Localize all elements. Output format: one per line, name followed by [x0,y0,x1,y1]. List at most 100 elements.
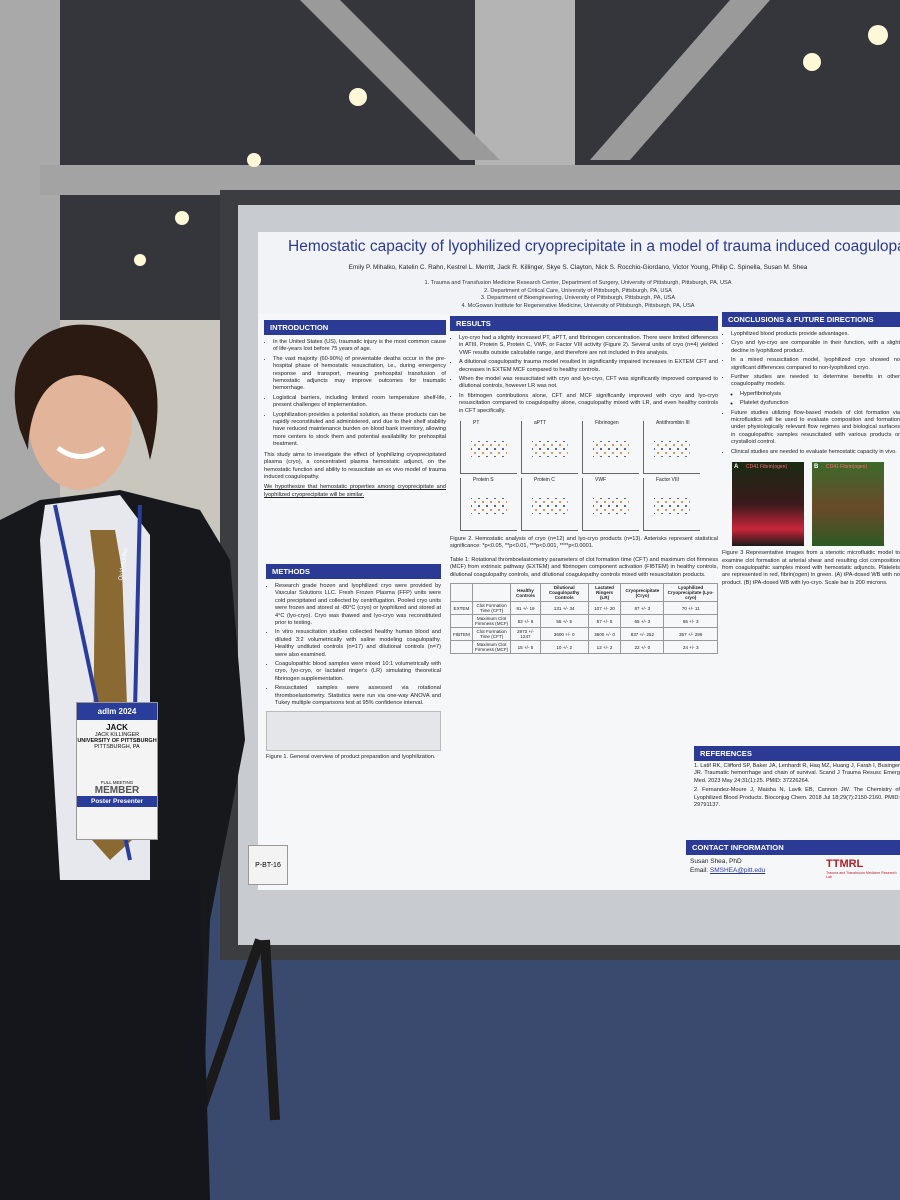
title-band [258,232,900,314]
figure-3: A CD41 Fibrin(ogen) B CD41 Fibrin(ogen) [732,462,900,547]
person [0,324,245,1200]
sub-bullet: Hyperfibrinolysis [740,391,900,398]
plot-panel: aPTT [521,420,578,475]
bullet: Resuscitated samples were assessed via r… [275,685,441,707]
bullet: Further studies are needed to determine … [731,374,900,389]
steel-column [475,0,575,170]
ceiling-light [349,88,367,106]
plot-panel: PT [460,420,517,475]
bullet: When the model was resuscitated with cry… [459,376,718,391]
reference: 2. Fernandez-Moure J, Maisha N, Lavik EB… [694,787,900,809]
badge-meeting: FULL MEETING [100,780,134,785]
contact-email: Email: SMSHEA@pitt.edu [690,867,900,874]
section-heading: RESULTS [450,316,718,331]
panel-title: aPTT [534,420,547,427]
bullet: In the United States (US), traumatic inj… [273,339,446,354]
table-row: Maximum Clot Firmness (MCF) 63 +/- 6 55 +/… [450,614,718,629]
table-cell: 837 +/- 252 [620,627,665,642]
table-row: FIBTEM Clot Formation Time (CFT) 2973 +/- … [450,627,718,642]
table-row: Maximum Clot Firmness (MCF) 15 +/- 5 10 +/… [450,640,718,655]
plot-points [593,441,629,458]
figure-2: PT aPTT Fibrinogen Antithrombin III Protein … [458,419,708,533]
table-header: Healthy Controls Dilutional Coagulopathy … [450,583,718,603]
plot-panel: Factor VIII [643,477,700,532]
table-cell: 107 +/- 20 [587,601,622,616]
bullet-list: Lyophilized blood products provide advan… [722,331,900,456]
bullet-list: Lyo-cryo had a slightly increased PT, aP… [450,335,718,415]
poster: Hemostatic capacity of lyophilized cryop… [258,232,900,890]
bullet: Coagulopathic blood samples were mixed 1… [275,661,441,683]
header-cell: Healthy Controls [510,583,541,603]
section-heading: CONCLUSIONS & FUTURE DIRECTIONS [722,312,900,327]
image-label: B [814,464,819,471]
micrograph: A CD41 Fibrin(ogen) [732,462,804,547]
ceiling-light [803,53,821,71]
table-cell: 91 +/- 19 [510,601,541,616]
panel-title: Antithrombin III [656,420,690,427]
table-cell: 57 +/- 5 [587,614,622,629]
panel-title: Protein S [473,477,494,484]
figure-caption: Figure 1. General overview of product pr… [266,753,436,760]
ceiling-light [247,153,261,167]
table-cell: 87 +/- 3 [620,601,665,616]
badge-role: Poster Presenter [77,796,157,807]
table-caption: Table 1: Rotational thromboelastometry p… [450,556,718,578]
badge-event: adlm 2024 [77,703,157,720]
table-cell: 24 +/- 3 [663,640,718,655]
plot-panel: Antithrombin III [643,420,700,475]
authors: Emily P. Mihalko, Katelin C. Rahn, Kestr… [348,264,808,271]
table-cell: 15 +/- 5 [510,640,541,655]
trousers [0,880,210,1200]
plot-points [471,441,507,458]
plot-points [654,441,690,458]
plot-panel: Fibrinogen [582,420,639,475]
bullet: In a mixed resuscitation model, lyophili… [731,357,900,372]
header-cell: Lyophilized Cryoprecipitate (Lyo-cryo) [663,583,718,603]
plot-panel: Protein C [521,477,578,532]
contact: CONTACT INFORMATION Susan Shea, PhD Emai… [686,840,900,890]
header-cell: Cryoprecipitate (Cryo) [620,583,665,603]
section-heading: CONTACT INFORMATION [686,840,900,855]
panel-title: PT [473,420,480,427]
figure-caption: Figure 3 Representative images from a st… [722,550,900,586]
badge-member: MEMBER [94,785,140,796]
smile [56,445,106,459]
table-cell [450,640,473,655]
section-heading: METHODS [266,564,441,579]
bullet-list: Research grade frozen and lyophilized cr… [266,583,441,708]
bullet: Future studies utilizing flow-based mode… [731,410,900,447]
bullet: A dilutional coagulopathy trauma model r… [459,359,718,374]
bullet: Logistical barriers, including limited r… [273,395,446,410]
truss-left [300,0,500,160]
table-cell: 63 +/- 6 [510,614,541,629]
conclusions: CONCLUSIONS & FUTURE DIRECTIONS Lyophili… [722,312,900,742]
figure-1 [266,710,441,751]
affiliation: 3. Department of Bioengineering, Univers… [480,295,676,301]
aim: This study aims to investigate the effec… [264,451,446,480]
references: REFERENCES 1. Latif RK, Clifford SP, Bak… [694,746,900,838]
header-cell: Dilutional Coagulopathy Controls [539,583,589,603]
table-cell: 22 +/- 0 [620,640,665,655]
table-cell: 131 +/- 34 [539,601,589,616]
badge-city: PITTSBURGH, PA [94,744,140,750]
section-heading: REFERENCES [694,746,900,761]
stain-label: CD41 Fibrin(ogen) [746,464,788,471]
badge-full-name: JACK KILLINGER [94,732,140,738]
table-cell: 3600 +/- 0 [539,627,589,642]
sub-bullet: Platelet dysfunction [740,400,900,407]
table-cell: 12 +/- 2 [587,640,622,655]
reference: 1. Latif RK, Clifford SP, Baker JA, Lenh… [694,763,900,784]
table-cell: 10 +/- 2 [539,640,589,655]
panel-title: Factor VIII [656,477,680,484]
bullet: Lyophilized blood products provide advan… [731,331,900,338]
bullet: Research grade frozen and lyophilized cr… [275,583,441,627]
bullet: Clinical studies are needed to evaluate … [731,449,900,456]
table-cell: 55 +/- 5 [539,614,589,629]
truss-right [590,0,770,160]
table-cell: Clot Formation Time (CFT) [471,627,512,642]
table-cell: Clot Formation Time (CFT) [471,601,512,616]
table-cell: 65 +/- 3 [620,614,665,629]
bullet: In vitro resuscitation studies collected… [275,629,441,659]
bullet: In fibrinogen contributions alone, CFT a… [459,393,718,415]
